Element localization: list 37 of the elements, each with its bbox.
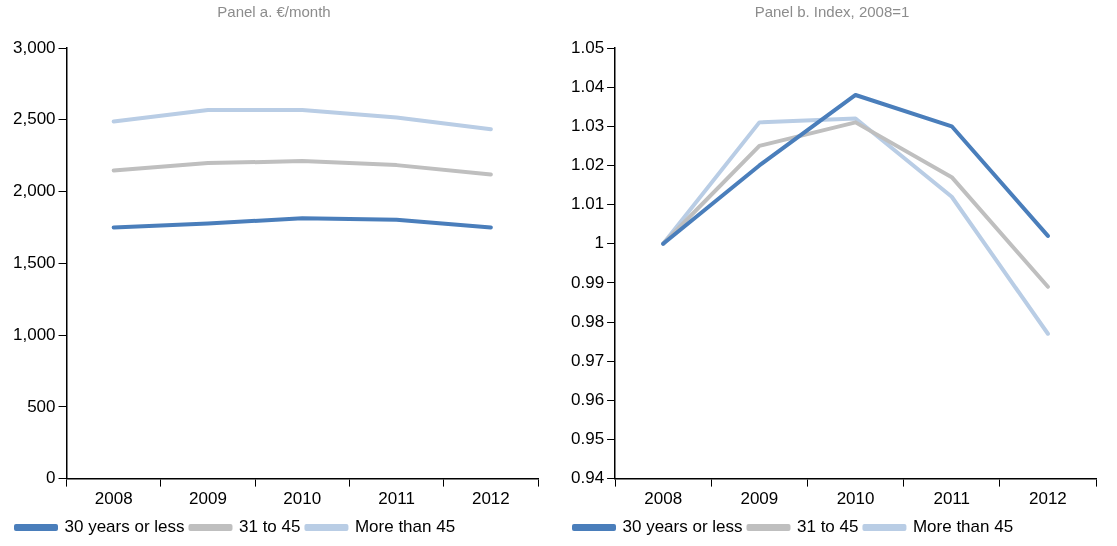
x-tick-label: 2012 (1028, 489, 1067, 509)
legend-label: 31 to 45 (239, 517, 301, 537)
legend-label: More than 45 (354, 517, 456, 537)
y-tick-label: 500 (27, 396, 56, 416)
y-tick-label: 1,500 (12, 252, 56, 272)
x-tick-label: 2010 (836, 489, 875, 509)
y-tick-label: 0 (46, 468, 56, 488)
x-tick-label: 2010 (283, 489, 322, 509)
x-tick-label: 2008 (644, 489, 683, 509)
y-tick-label: 0.95 (570, 429, 605, 449)
x-tick-label: 2011 (933, 489, 971, 509)
y-tick-label: 0.97 (570, 350, 605, 370)
y-tick-label: 2,000 (12, 181, 56, 201)
y-tick-label: 1.01 (570, 194, 605, 214)
y-tick-label: 0.94 (570, 468, 605, 488)
y-tick-label: 1.04 (570, 76, 605, 96)
x-tick-label: 2011 (378, 489, 415, 509)
legend-label: 30 years or less (64, 517, 185, 537)
chart-title: Panel b. Index, 2008=1 (754, 3, 910, 21)
x-tick-label: 2009 (740, 489, 779, 509)
y-tick-label: 1 (594, 233, 605, 253)
y-tick-label: 0.98 (570, 311, 605, 331)
y-tick-label: 1.05 (570, 37, 605, 57)
legend-label: More than 45 (912, 517, 1014, 537)
chart-title: Panel a. €/month (217, 3, 331, 21)
legend-label: 30 years or less (622, 517, 743, 537)
y-tick-label: 1.03 (570, 115, 605, 135)
x-tick-label: 2009 (189, 489, 227, 509)
y-tick-label: 0.99 (570, 272, 605, 292)
y-tick-label: 2,500 (12, 109, 56, 129)
legend-label: 31 to 45 (797, 517, 859, 537)
y-tick-label: 0.96 (570, 390, 605, 409)
y-tick-label: 3,000 (12, 37, 56, 57)
x-tick-label: 2008 (94, 489, 133, 509)
y-tick-label: 1,000 (12, 324, 56, 344)
y-tick-label: 1.02 (570, 155, 605, 175)
x-tick-label: 2012 (471, 489, 510, 509)
